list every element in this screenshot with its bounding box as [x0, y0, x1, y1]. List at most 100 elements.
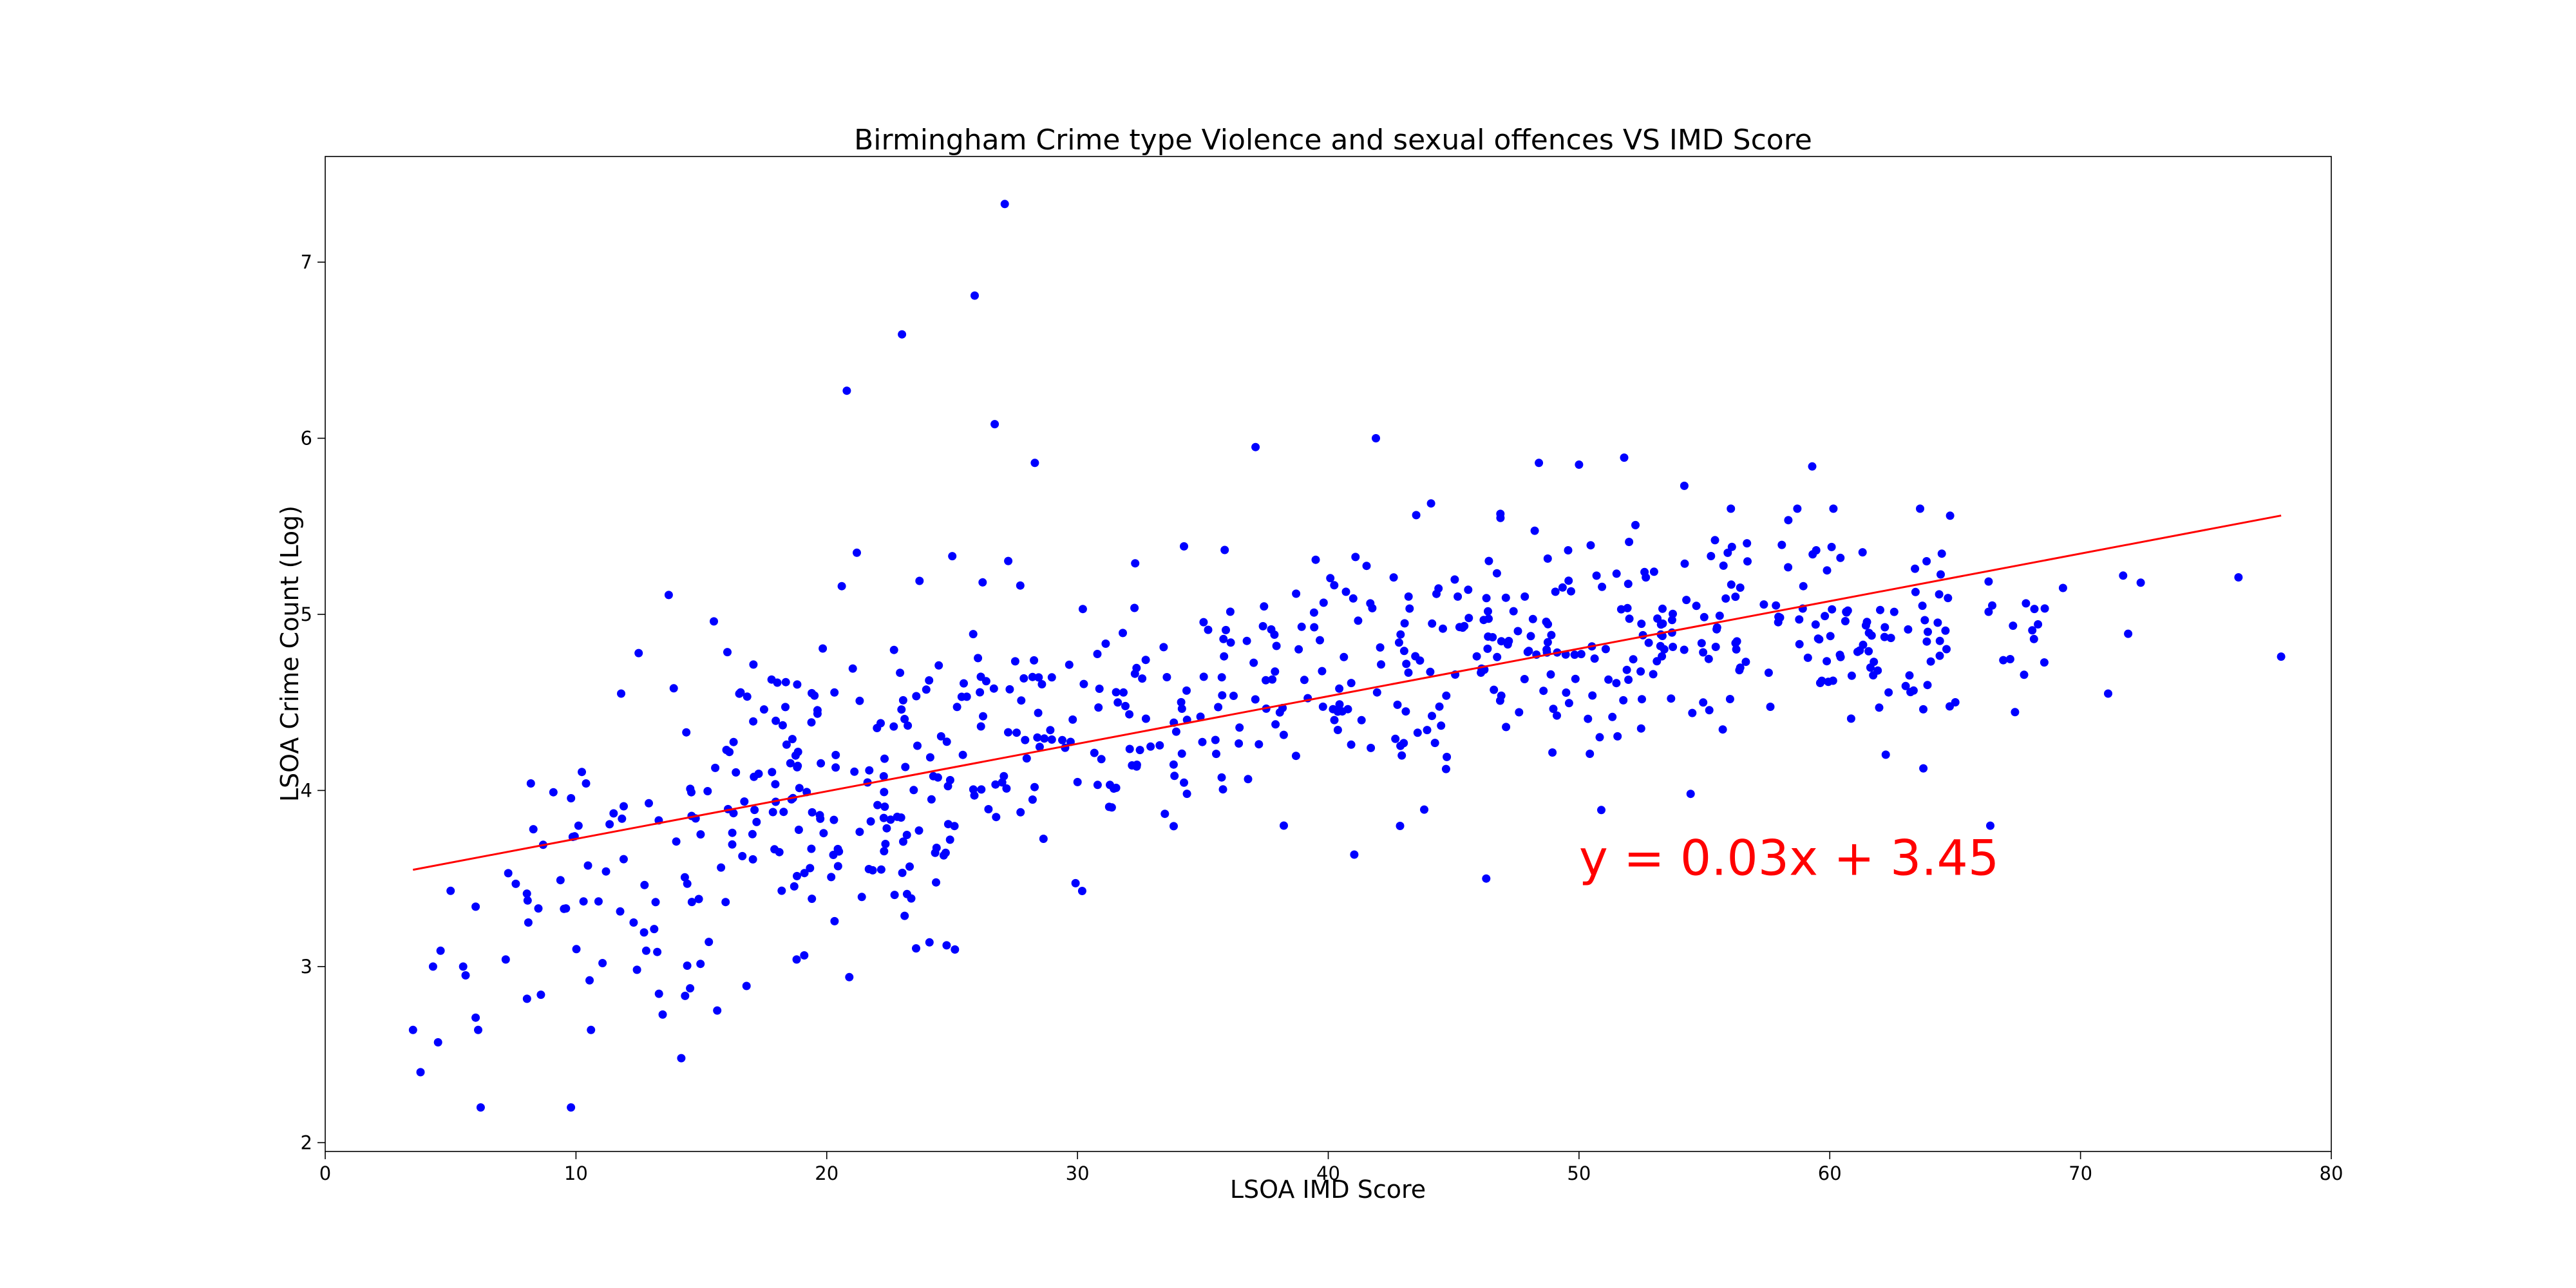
data-point-654 [1922, 557, 1931, 565]
data-point-329 [1094, 703, 1103, 712]
data-point-240 [889, 722, 898, 731]
data-point-297 [1037, 680, 1046, 688]
data-point-650 [1937, 549, 1946, 558]
data-point-223 [939, 851, 948, 860]
data-point-587 [1680, 559, 1689, 568]
data-point-44 [742, 981, 751, 990]
data-point-91 [717, 863, 726, 872]
data-point-469 [1280, 821, 1288, 830]
data-point-336 [1112, 688, 1121, 697]
data-point-647 [1944, 594, 1953, 603]
data-point-688 [1712, 623, 1721, 632]
data-point-39 [682, 728, 691, 737]
data-point-322 [1016, 808, 1025, 817]
data-point-369 [1101, 639, 1110, 648]
data-point-448 [1343, 705, 1352, 714]
data-point-678 [1880, 623, 1889, 632]
data-point-563 [1584, 714, 1593, 723]
data-point-402 [1212, 750, 1220, 759]
data-point-127 [749, 717, 758, 726]
data-point-172 [748, 829, 757, 838]
data-point-220 [830, 916, 839, 925]
data-point-318 [1004, 728, 1012, 737]
data-point-198 [781, 677, 790, 687]
data-point-658 [1823, 566, 1832, 575]
data-point-98 [711, 763, 720, 772]
data-point-540 [1636, 724, 1645, 733]
regression-line [413, 515, 2282, 871]
data-point-475 [1399, 739, 1408, 748]
data-point-608 [1697, 639, 1706, 648]
data-point-523 [1548, 748, 1557, 757]
data-point-524 [1520, 592, 1530, 601]
data-point-646 [1731, 639, 1740, 648]
data-point-621 [1942, 645, 1951, 654]
data-point-519 [1562, 688, 1571, 697]
data-point-344 [1132, 762, 1141, 771]
data-point-652 [1736, 663, 1745, 672]
data-point-161 [768, 768, 777, 777]
data-point-710 [1803, 653, 1812, 662]
data-point-174 [748, 855, 757, 864]
data-point-184 [723, 648, 732, 657]
data-point-352 [960, 679, 968, 688]
data-point-77 [2234, 573, 2243, 582]
data-point-334 [1034, 708, 1043, 717]
data-point-456 [1268, 675, 1277, 684]
data-point-533 [1700, 612, 1709, 621]
data-point-384 [1235, 723, 1244, 732]
data-point-623 [1715, 611, 1724, 620]
data-point-583 [1558, 583, 1567, 592]
data-point-194 [943, 782, 952, 791]
data-point-143 [896, 668, 905, 677]
data-point-54 [915, 576, 924, 585]
data-point-528 [1497, 637, 1506, 646]
data-point-410 [1218, 691, 1227, 700]
data-point-227 [788, 735, 797, 744]
data-point-160 [936, 732, 945, 741]
data-point-350 [1047, 735, 1056, 744]
data-point-139 [779, 808, 788, 817]
x-axis-ticks: 0 10 20 30 40 50 60 70 80 [319, 1151, 2343, 1184]
data-point-516 [1636, 667, 1645, 676]
data-point-101 [605, 820, 614, 829]
data-point-619 [1935, 590, 1944, 599]
data-point-274 [1196, 712, 1205, 721]
data-point-180 [876, 865, 886, 874]
data-point-83 [681, 991, 690, 1000]
data-point-454 [1271, 667, 1280, 676]
data-point-702 [1889, 607, 1899, 616]
data-point-120 [522, 994, 531, 1003]
data-point-41 [705, 938, 714, 947]
data-point-457 [1219, 634, 1228, 643]
regression-equation-annotation: y = 0.03x + 3.45 [1579, 829, 1999, 887]
data-point-739 [2034, 620, 2043, 629]
data-point-300 [1141, 656, 1150, 665]
data-point-96 [601, 867, 611, 876]
data-point-170 [732, 768, 741, 777]
data-point-603 [1492, 569, 1501, 578]
data-point-0 [408, 1025, 417, 1034]
data-point-162 [927, 795, 936, 804]
data-point-123 [658, 1010, 667, 1019]
data-point-686 [1817, 676, 1826, 685]
data-point-201 [743, 692, 752, 701]
data-point-497 [1612, 569, 1621, 578]
data-point-211 [925, 938, 934, 947]
data-point-38 [672, 837, 681, 846]
data-point-272 [1155, 741, 1164, 750]
data-point-559 [1564, 699, 1573, 708]
data-point-436 [1255, 740, 1264, 749]
data-point-351 [984, 805, 993, 813]
data-point-461 [1437, 721, 1446, 730]
data-point-717 [1922, 637, 1931, 646]
data-point-593 [1638, 695, 1646, 704]
data-point-333 [1130, 603, 1139, 612]
data-point-690 [1841, 617, 1850, 625]
data-point-692 [1876, 605, 1884, 614]
data-point-117 [523, 896, 532, 905]
data-point-248 [942, 737, 951, 746]
data-point-275 [991, 780, 1000, 789]
data-point-378 [1262, 676, 1270, 685]
data-point-289 [1135, 746, 1144, 755]
